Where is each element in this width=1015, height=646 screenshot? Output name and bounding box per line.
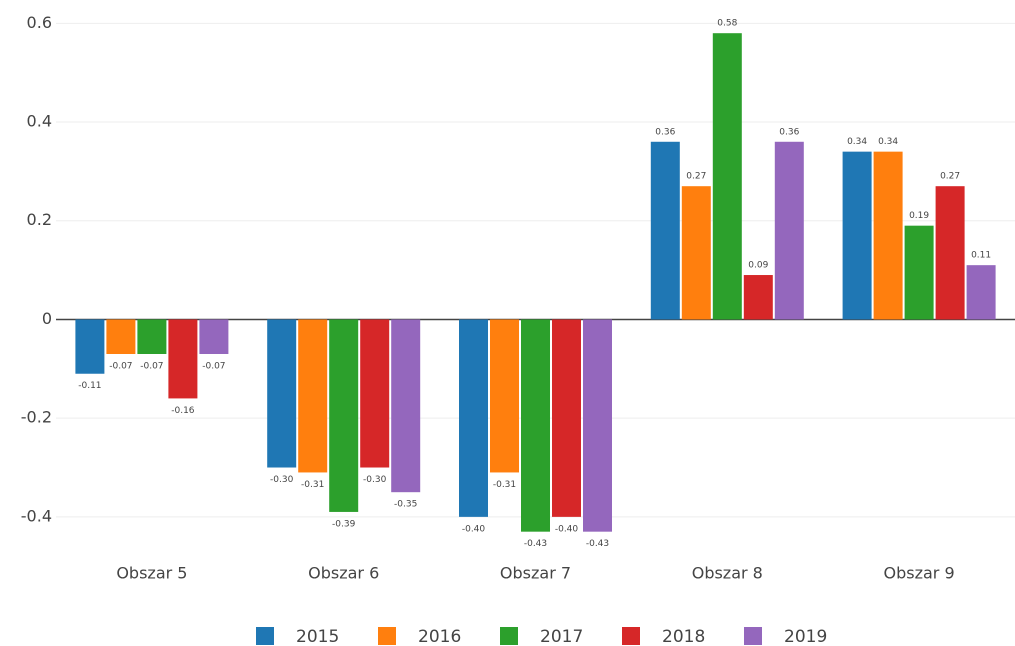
- bar: [935, 186, 965, 320]
- value-label: 0.34: [878, 137, 898, 147]
- value-label: -0.11: [78, 381, 101, 391]
- bar: [774, 141, 804, 320]
- value-label: 0.36: [779, 127, 799, 137]
- value-label: -0.07: [202, 361, 225, 371]
- legend-label: 2016: [418, 627, 461, 646]
- y-tick-label: -0.4: [21, 506, 52, 525]
- legend-swatch: [500, 627, 518, 645]
- value-label: 0.09: [748, 261, 768, 271]
- value-label: -0.07: [140, 361, 163, 371]
- value-label: -0.16: [171, 406, 195, 416]
- bar: [904, 225, 934, 320]
- y-tick-label: 0.4: [27, 112, 52, 131]
- bar: [75, 319, 105, 374]
- value-label: 0.11: [971, 251, 991, 261]
- value-label: 0.34: [847, 137, 867, 147]
- x-tick-label: Obszar 5: [116, 564, 187, 583]
- value-label: 0.27: [686, 172, 706, 182]
- value-label: -0.43: [524, 539, 547, 549]
- bar: [267, 319, 297, 468]
- bar: [552, 319, 581, 517]
- bar: [329, 319, 359, 512]
- bar: [966, 265, 996, 320]
- bar: [681, 186, 711, 320]
- bar: [521, 319, 550, 532]
- bar: [650, 141, 680, 320]
- value-label: -0.39: [332, 519, 356, 529]
- value-label: -0.35: [394, 500, 417, 510]
- bar: [743, 275, 773, 320]
- x-tick-label: Obszar 8: [692, 564, 763, 583]
- legend-swatch: [256, 627, 274, 645]
- legend-swatch: [744, 627, 762, 645]
- bar: [842, 151, 872, 320]
- bar: [199, 319, 229, 354]
- x-tick-label: Obszar 9: [884, 564, 955, 583]
- bar: [137, 319, 167, 354]
- value-label: -0.07: [109, 361, 132, 371]
- y-tick-label: 0.2: [27, 210, 52, 229]
- legend-swatch: [622, 627, 640, 645]
- value-label: -0.40: [555, 524, 579, 534]
- value-label: 0.27: [940, 172, 960, 182]
- bar: [106, 319, 136, 354]
- bar: [490, 319, 519, 473]
- value-label: 0.36: [655, 127, 675, 137]
- value-label: -0.30: [363, 475, 387, 485]
- bar: [168, 319, 198, 399]
- legend-label: 2017: [540, 627, 583, 646]
- value-label: 0.58: [717, 19, 737, 29]
- value-label: -0.43: [586, 539, 609, 549]
- value-label: 0.19: [909, 211, 929, 221]
- legend-label: 2019: [784, 627, 827, 646]
- value-label: -0.31: [493, 480, 516, 490]
- bar: [583, 319, 612, 532]
- bar: [459, 319, 488, 517]
- bar: [873, 151, 903, 320]
- legend-label: 2018: [662, 627, 705, 646]
- bar: [712, 33, 742, 320]
- bar: [298, 319, 328, 473]
- x-tick-label: Obszar 7: [500, 564, 571, 583]
- legend-label: 2015: [296, 627, 339, 646]
- y-tick-label: 0.6: [27, 13, 52, 32]
- value-label: -0.31: [301, 480, 324, 490]
- x-tick-label: Obszar 6: [308, 564, 379, 583]
- bar: [360, 319, 390, 468]
- value-label: -0.40: [462, 524, 486, 534]
- bar: [391, 319, 421, 493]
- legend-swatch: [378, 627, 396, 645]
- value-label: -0.30: [270, 475, 294, 485]
- y-tick-label: 0: [42, 309, 52, 328]
- y-tick-label: -0.2: [21, 408, 52, 427]
